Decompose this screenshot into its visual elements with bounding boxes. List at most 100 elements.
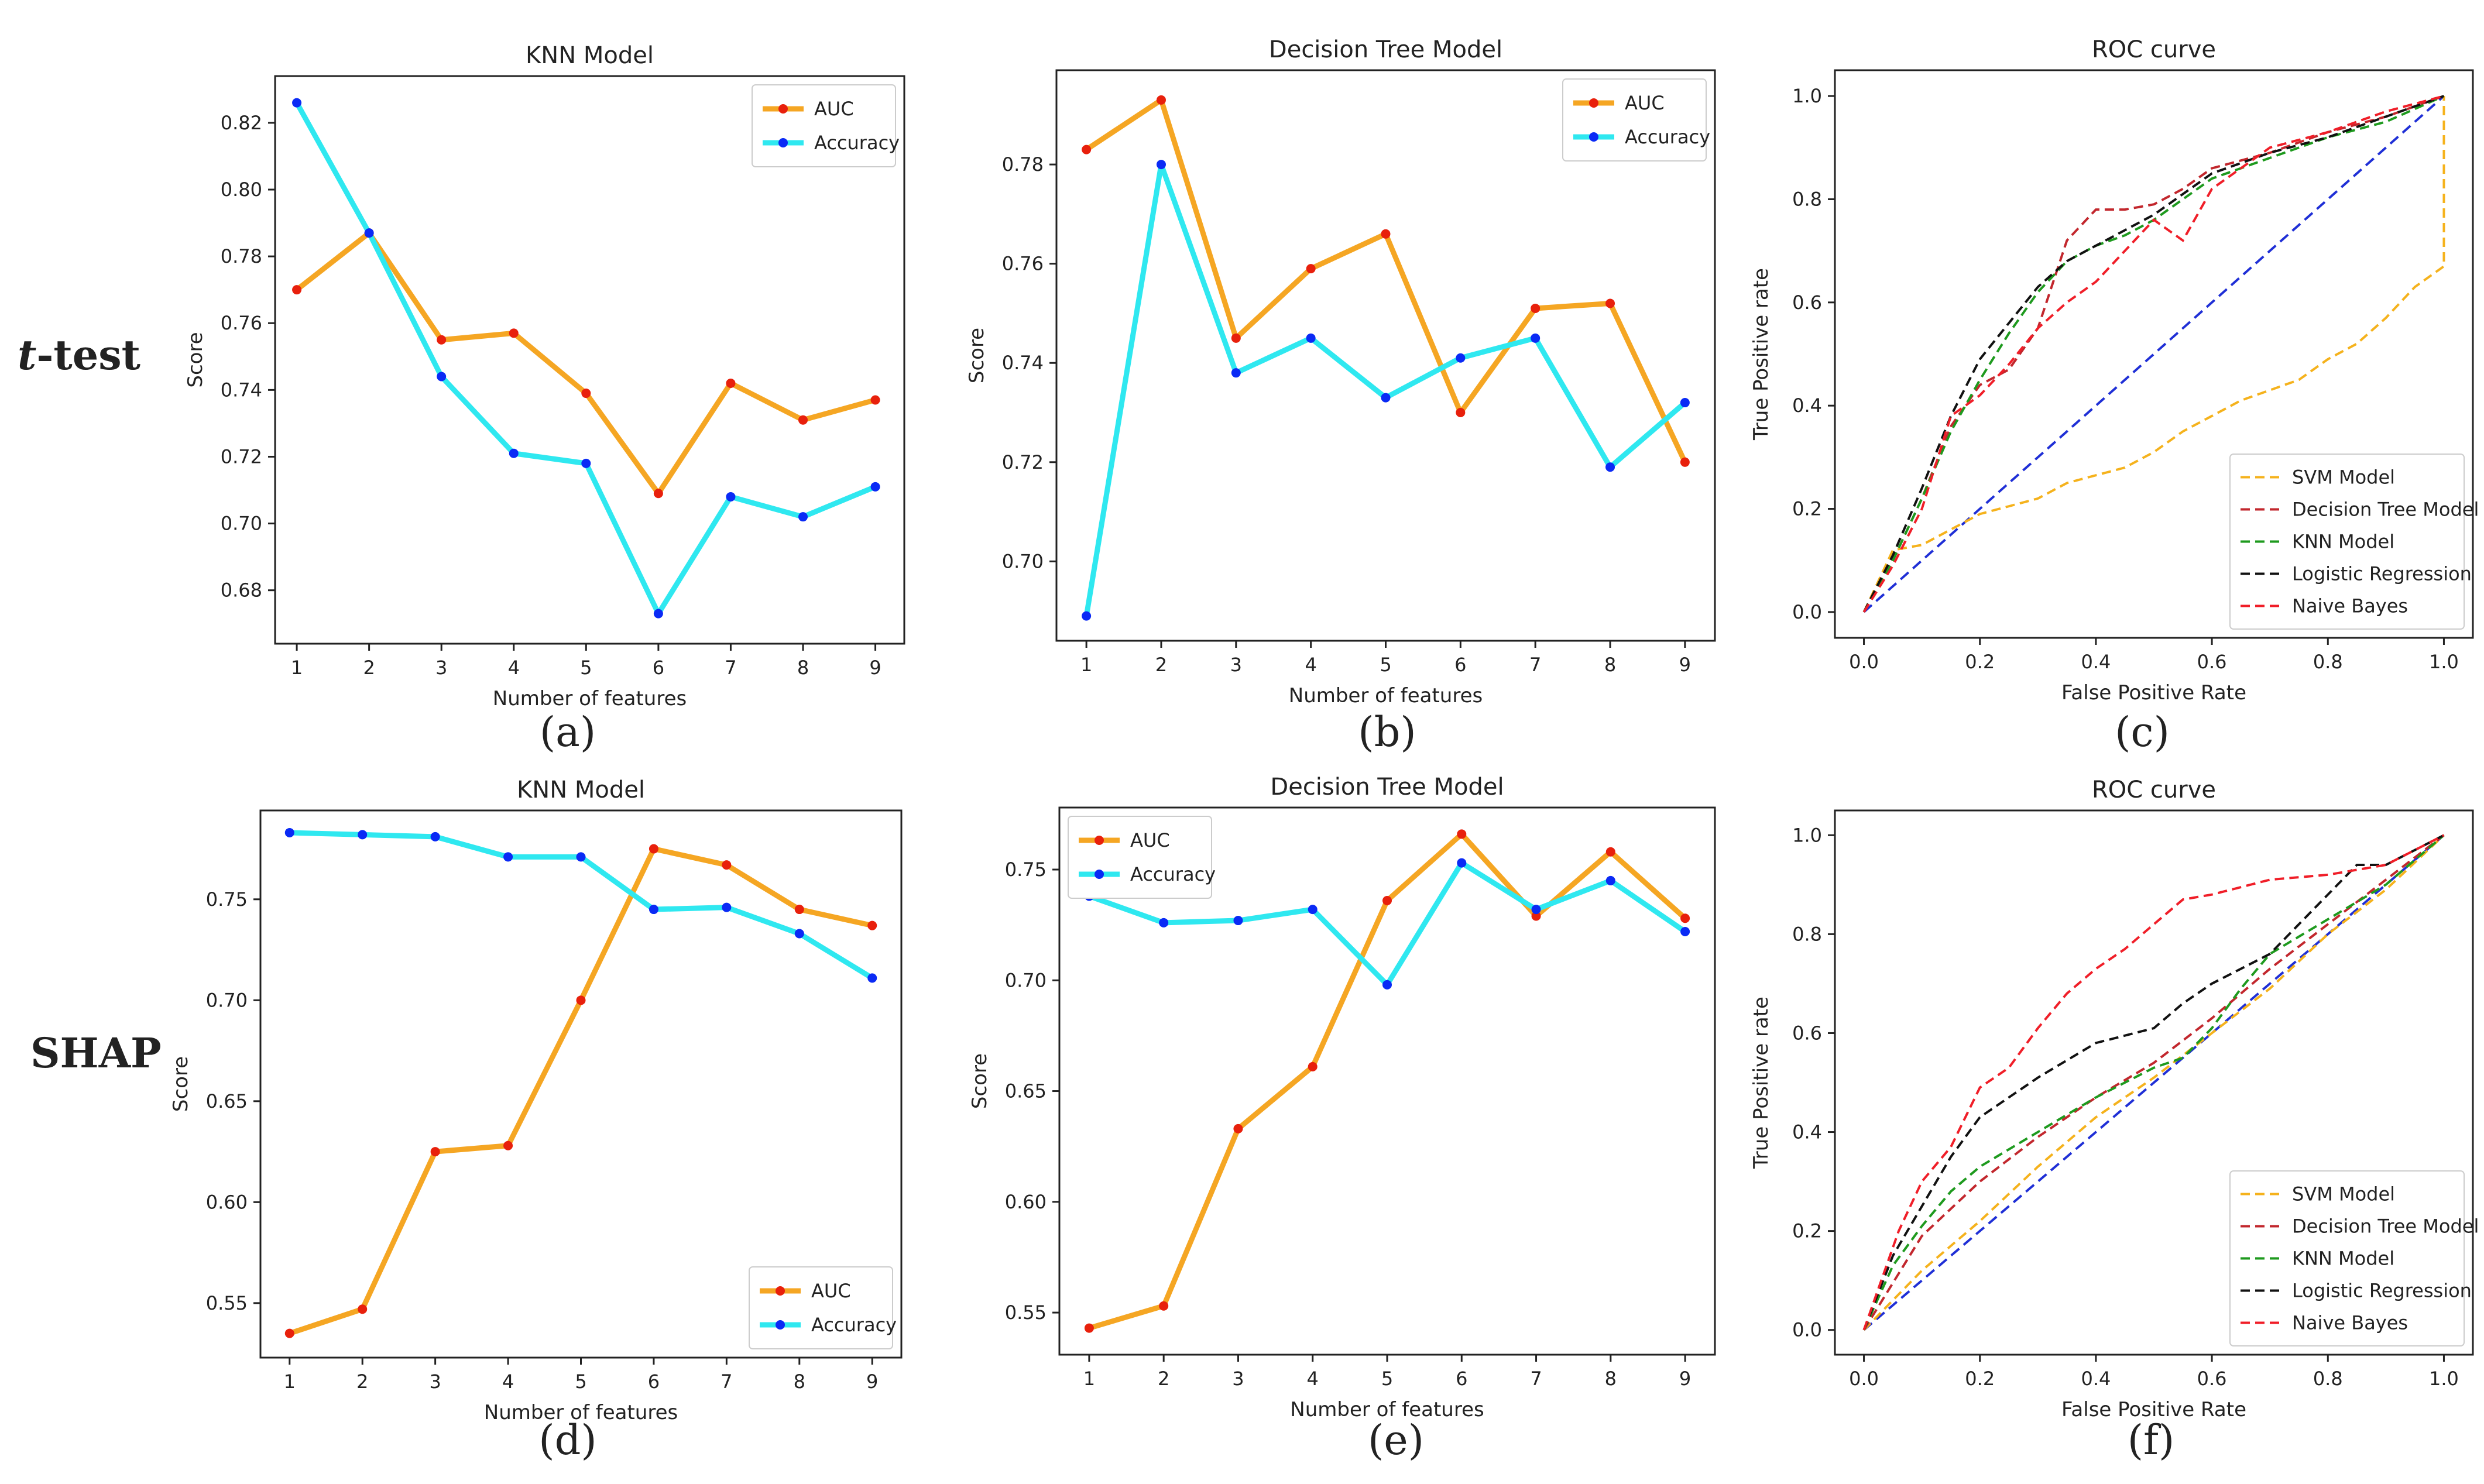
x-tick-label: 2 [1158,1368,1169,1390]
data-point-accuracy [364,228,374,238]
legend-marker [1589,132,1598,142]
y-tick-label: 0.8 [1792,188,1822,210]
legend-label: SVM Model [2292,1183,2395,1205]
x-axis-label: False Positive Rate [2061,1398,2246,1421]
legend-marker [778,104,788,114]
legend-marker [776,1320,785,1330]
x-tick-label: 0.0 [1849,651,1879,673]
legend-label: Decision Tree Model [2292,499,2479,521]
legend-label: Logistic Regression [2292,1280,2472,1302]
x-tick-label: 0.4 [2081,651,2111,673]
y-tick-label: 0.68 [221,579,262,602]
y-tick-label: 0.72 [221,445,262,468]
y-tick-label: 0.70 [206,989,248,1011]
data-point-accuracy [794,929,804,939]
x-tick-label: 0.6 [2197,1368,2227,1390]
y-tick-label: 0.2 [1792,498,1822,520]
legend-box [2229,454,2465,630]
x-tick-label: 6 [648,1370,660,1393]
chart-title: ROC curve [2092,777,2216,803]
y-tick-label: 1.0 [1792,85,1822,107]
x-tick-label: 0.2 [1965,651,1995,673]
legend-box [2229,1170,2465,1346]
x-axis-label: Number of features [1290,1398,1484,1421]
x-tick-label: 8 [1605,1368,1617,1390]
row-label-ttest: t-test [18,331,140,379]
y-tick-label: 0.55 [1005,1301,1047,1324]
y-axis-label: Score [968,1053,991,1109]
legend-label: AUC [811,1280,851,1302]
data-point-auc [1084,1323,1094,1333]
x-tick-label: 3 [435,657,447,679]
x-tick-label: 5 [580,657,592,679]
legend-marker [1095,836,1104,845]
x-tick-label: 3 [429,1370,441,1393]
x-tick-label: 0.4 [2081,1368,2111,1390]
data-point-auc [292,285,302,295]
x-tick-label: 8 [797,657,809,679]
y-tick-label: 0.75 [1005,858,1047,881]
x-tick-label: 4 [508,657,520,679]
y-tick-label: 0.76 [221,312,262,334]
x-tick-label: 5 [575,1370,586,1393]
y-tick-label: 0.74 [221,379,262,401]
x-tick-label: 1.0 [2429,651,2459,673]
y-tick-label: 0.4 [1792,394,1822,417]
chart-d: KNN Model 1 2 3 4 5 6 7 8 9 0.55 0.60 0.65 0.70 0.75 Nu… [169,777,903,1424]
y-tick-label: 0.8 [1792,923,1822,945]
data-point-auc [503,1141,513,1150]
legend: AUC Accuracy [749,1266,897,1349]
legend-label: SVM Model [2292,466,2395,489]
data-point-accuracy [292,98,302,108]
data-point-accuracy [1531,905,1541,915]
y-axis-label: True Positive rate [1749,997,1773,1169]
x-tick-label: 5 [1380,654,1391,676]
data-point-auc [649,844,658,854]
legend-label: Accuracy [1625,126,1710,148]
data-point-accuracy [1382,980,1392,990]
y-tick-label: 0.4 [1792,1121,1822,1143]
roc-line [1862,834,2445,1331]
data-point-auc [1159,1301,1169,1311]
y-tick-label: 0.78 [221,245,262,267]
data-point-accuracy [430,832,440,841]
data-point-auc [284,1328,294,1338]
x-axis-label: False Positive Rate [2061,681,2246,705]
data-point-auc [1381,229,1391,239]
data-point-auc [1231,333,1241,343]
data-point-auc [798,415,808,425]
data-point-accuracy [358,830,368,840]
data-point-auc [726,378,736,388]
x-tick-label: 9 [869,657,881,679]
x-tick-label: 7 [721,1370,732,1393]
legend-label: Accuracy [1130,863,1216,885]
data-point-accuracy [1306,333,1316,343]
data-point-accuracy [649,905,658,915]
x-tick-label: 6 [1456,1368,1467,1390]
data-point-auc [1156,95,1166,105]
data-point-auc [1306,264,1316,274]
legend: SVM Model Decision Tree Model KNN Model Log… [2229,1170,2479,1346]
y-axis-label: Score [965,328,989,383]
legend-label: AUC [1130,829,1170,851]
y-tick-label: 0.0 [1792,1319,1822,1341]
data-point-auc [1605,298,1615,308]
x-tick-label: 8 [794,1370,805,1393]
chart-e: Decision Tree Model 1 2 3 4 5 6 7 8 9 0.55 0.60 0.65… [968,774,1716,1421]
x-tick-label: 1 [1083,1368,1095,1390]
chart-title: ROC curve [2092,36,2216,63]
chart-b: Decision Tree Model 1 2 3 4 5 6 7 8 9 0.70 0.72 0.74… [965,36,1716,707]
diagonal-line [1863,834,2445,1331]
y-tick-label: 0.2 [1792,1220,1822,1242]
y-tick-label: 1.0 [1792,824,1822,846]
legend-label: AUC [1625,92,1665,114]
panel-label-f: (f) [2127,1416,2175,1464]
data-point-auc [1456,408,1466,417]
x-tick-label: 3 [1230,654,1242,676]
data-point-accuracy [503,852,513,862]
y-axis-label: Score [169,1056,193,1112]
data-point-auc [653,489,663,499]
legend-label: Logistic Regression [2292,563,2472,585]
data-point-accuracy [1605,875,1615,885]
data-point-accuracy [1457,858,1467,868]
